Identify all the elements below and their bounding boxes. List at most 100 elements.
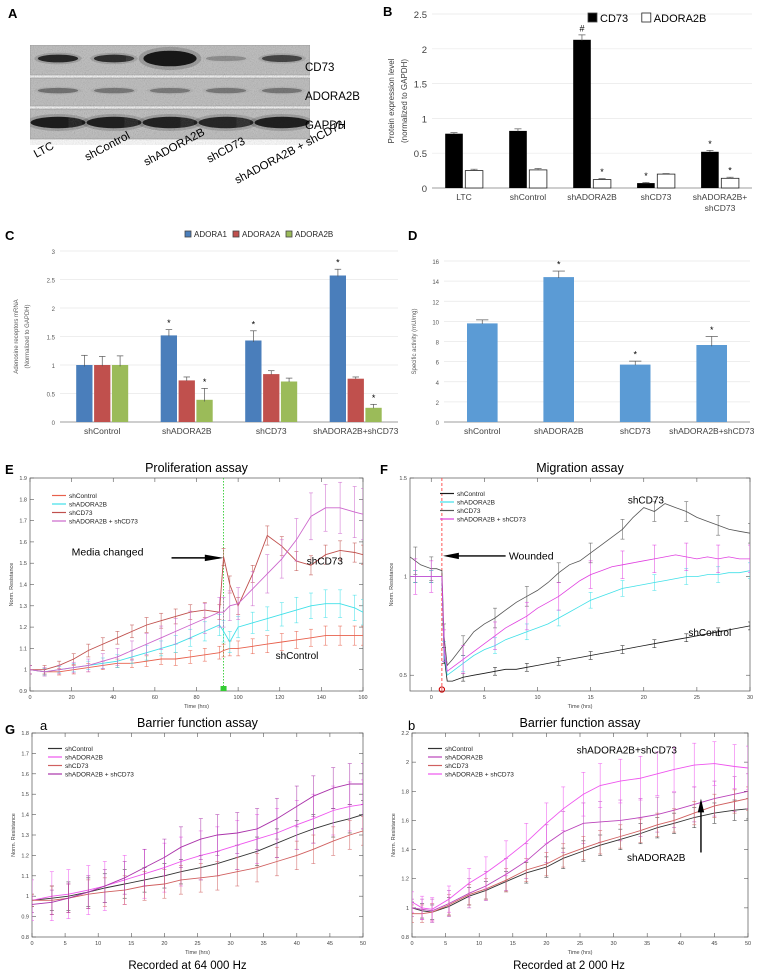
legend-label: shADORA2B + shCD73	[69, 519, 138, 526]
legend-label: shADORA2B + shCD73	[65, 772, 134, 779]
svg-text:1.8: 1.8	[19, 497, 27, 503]
significance-marker: *	[167, 318, 171, 328]
svg-text:1: 1	[52, 364, 56, 370]
bar	[464, 170, 484, 189]
svg-text:1.4: 1.4	[21, 813, 29, 819]
svg-text:5: 5	[483, 695, 486, 701]
legend-label: shCD73	[69, 510, 93, 517]
category-label: shCD73	[641, 192, 672, 202]
svg-text:60: 60	[152, 695, 158, 701]
panel-b-letter: B	[383, 4, 393, 19]
svg-text:1.8: 1.8	[401, 789, 409, 795]
svg-text:30: 30	[747, 695, 753, 701]
svg-text:2.5: 2.5	[414, 10, 427, 21]
svg-text:1.4: 1.4	[19, 583, 27, 589]
svg-text:1.7: 1.7	[21, 751, 29, 757]
svg-text:45: 45	[327, 941, 333, 947]
legend-label: shADORA2B	[445, 755, 483, 762]
legend-swatch	[587, 12, 598, 23]
significance-marker: *	[336, 258, 340, 268]
svg-text:2.2: 2.2	[401, 731, 409, 737]
svg-text:20: 20	[543, 941, 549, 947]
legend-label: shControl	[457, 491, 485, 498]
svg-text:1.5: 1.5	[414, 80, 427, 91]
y-axis-label: Norm. Resistance	[389, 563, 395, 607]
media-change-tick	[220, 686, 227, 691]
legend-swatch	[232, 230, 240, 238]
panel-a-western-blot	[30, 45, 310, 140]
category-label: shControl	[510, 192, 546, 202]
bar	[592, 179, 612, 189]
category-label: shADORA2B	[162, 426, 212, 436]
svg-text:14: 14	[432, 280, 439, 286]
significance-marker: *	[252, 319, 256, 329]
bar	[111, 365, 129, 422]
svg-text:2: 2	[52, 307, 56, 313]
bar	[178, 380, 195, 422]
svg-text:1.2: 1.2	[21, 853, 29, 859]
svg-text:8: 8	[436, 341, 440, 347]
svg-text:1: 1	[406, 906, 409, 912]
svg-text:1.5: 1.5	[399, 476, 407, 482]
panel-c-letter: C	[5, 228, 15, 243]
svg-text:35: 35	[261, 941, 267, 947]
svg-text:1.1: 1.1	[19, 646, 27, 652]
svg-text:15: 15	[588, 695, 594, 701]
svg-text:20: 20	[641, 695, 647, 701]
svg-text:10: 10	[534, 695, 540, 701]
y-axis-label: Norm. Resistance	[391, 813, 397, 857]
bar	[656, 173, 676, 189]
svg-text:80: 80	[193, 695, 199, 701]
x-axis-label: Time (hrs)	[568, 704, 593, 710]
svg-text:25: 25	[577, 941, 583, 947]
svg-text:1.6: 1.6	[19, 540, 27, 546]
svg-text:10: 10	[432, 320, 439, 326]
significance-marker: *	[644, 171, 648, 181]
panel-e-chart: Proliferation assay 0.9 1 1.1 1.2 1.3 1.4 1.5 1.…	[9, 461, 368, 710]
blot-row-label-adora2b: ADORA2B	[305, 91, 360, 103]
svg-text:20: 20	[161, 941, 167, 947]
svg-text:25: 25	[194, 941, 200, 947]
bar	[76, 365, 93, 422]
svg-text:40: 40	[294, 941, 300, 947]
legend-swatch	[641, 12, 652, 23]
legend-label: shADORA2B	[457, 500, 495, 507]
panel-e-letter: E	[5, 462, 14, 477]
significance-marker: *	[203, 377, 207, 387]
bar	[160, 335, 177, 422]
legend-label: shADORA2B	[69, 502, 107, 509]
svg-text:1.3: 1.3	[19, 604, 27, 610]
wound-point-marker	[438, 686, 446, 693]
svg-text:1.5: 1.5	[21, 792, 29, 798]
blot-row-label-cd73: CD73	[305, 62, 335, 74]
svg-text:0.5: 0.5	[399, 673, 407, 679]
svg-text:12: 12	[432, 300, 439, 306]
svg-text:0: 0	[28, 695, 31, 701]
chart-title: Barrier function assay	[520, 716, 642, 730]
svg-text:20: 20	[69, 695, 75, 701]
svg-text:0.8: 0.8	[21, 935, 29, 941]
legend-label: ADORA1	[194, 230, 227, 239]
svg-text:0.9: 0.9	[21, 915, 29, 921]
svg-text:0.5: 0.5	[414, 149, 427, 160]
inline-label-shcontrol: shControl	[688, 628, 731, 639]
series-line-shADORA2B	[412, 790, 748, 912]
svg-text:40: 40	[678, 941, 684, 947]
category-label: shADORA2B	[534, 426, 584, 436]
series-line-shADORA2BshCD73	[30, 507, 363, 673]
legend-label: ADORA2A	[242, 230, 281, 239]
category-label: shCD73	[620, 426, 651, 436]
panel-f-chart: Migration assay 0.5 1 1.5 0 5 10 15 20 25 30 Time (…	[389, 461, 753, 710]
bar	[467, 323, 498, 422]
category-label: shADORA2B+shCD73	[669, 426, 755, 436]
svg-text:5: 5	[444, 941, 447, 947]
svg-text:1.2: 1.2	[401, 877, 409, 883]
significance-marker: *	[372, 393, 376, 403]
svg-text:0.8: 0.8	[401, 935, 409, 941]
bar	[619, 364, 651, 422]
svg-text:50: 50	[745, 941, 751, 947]
inline-label-shcd73: shCD73	[628, 496, 665, 507]
bar	[445, 133, 463, 188]
svg-text:50: 50	[360, 941, 366, 947]
svg-text:16: 16	[432, 260, 439, 266]
